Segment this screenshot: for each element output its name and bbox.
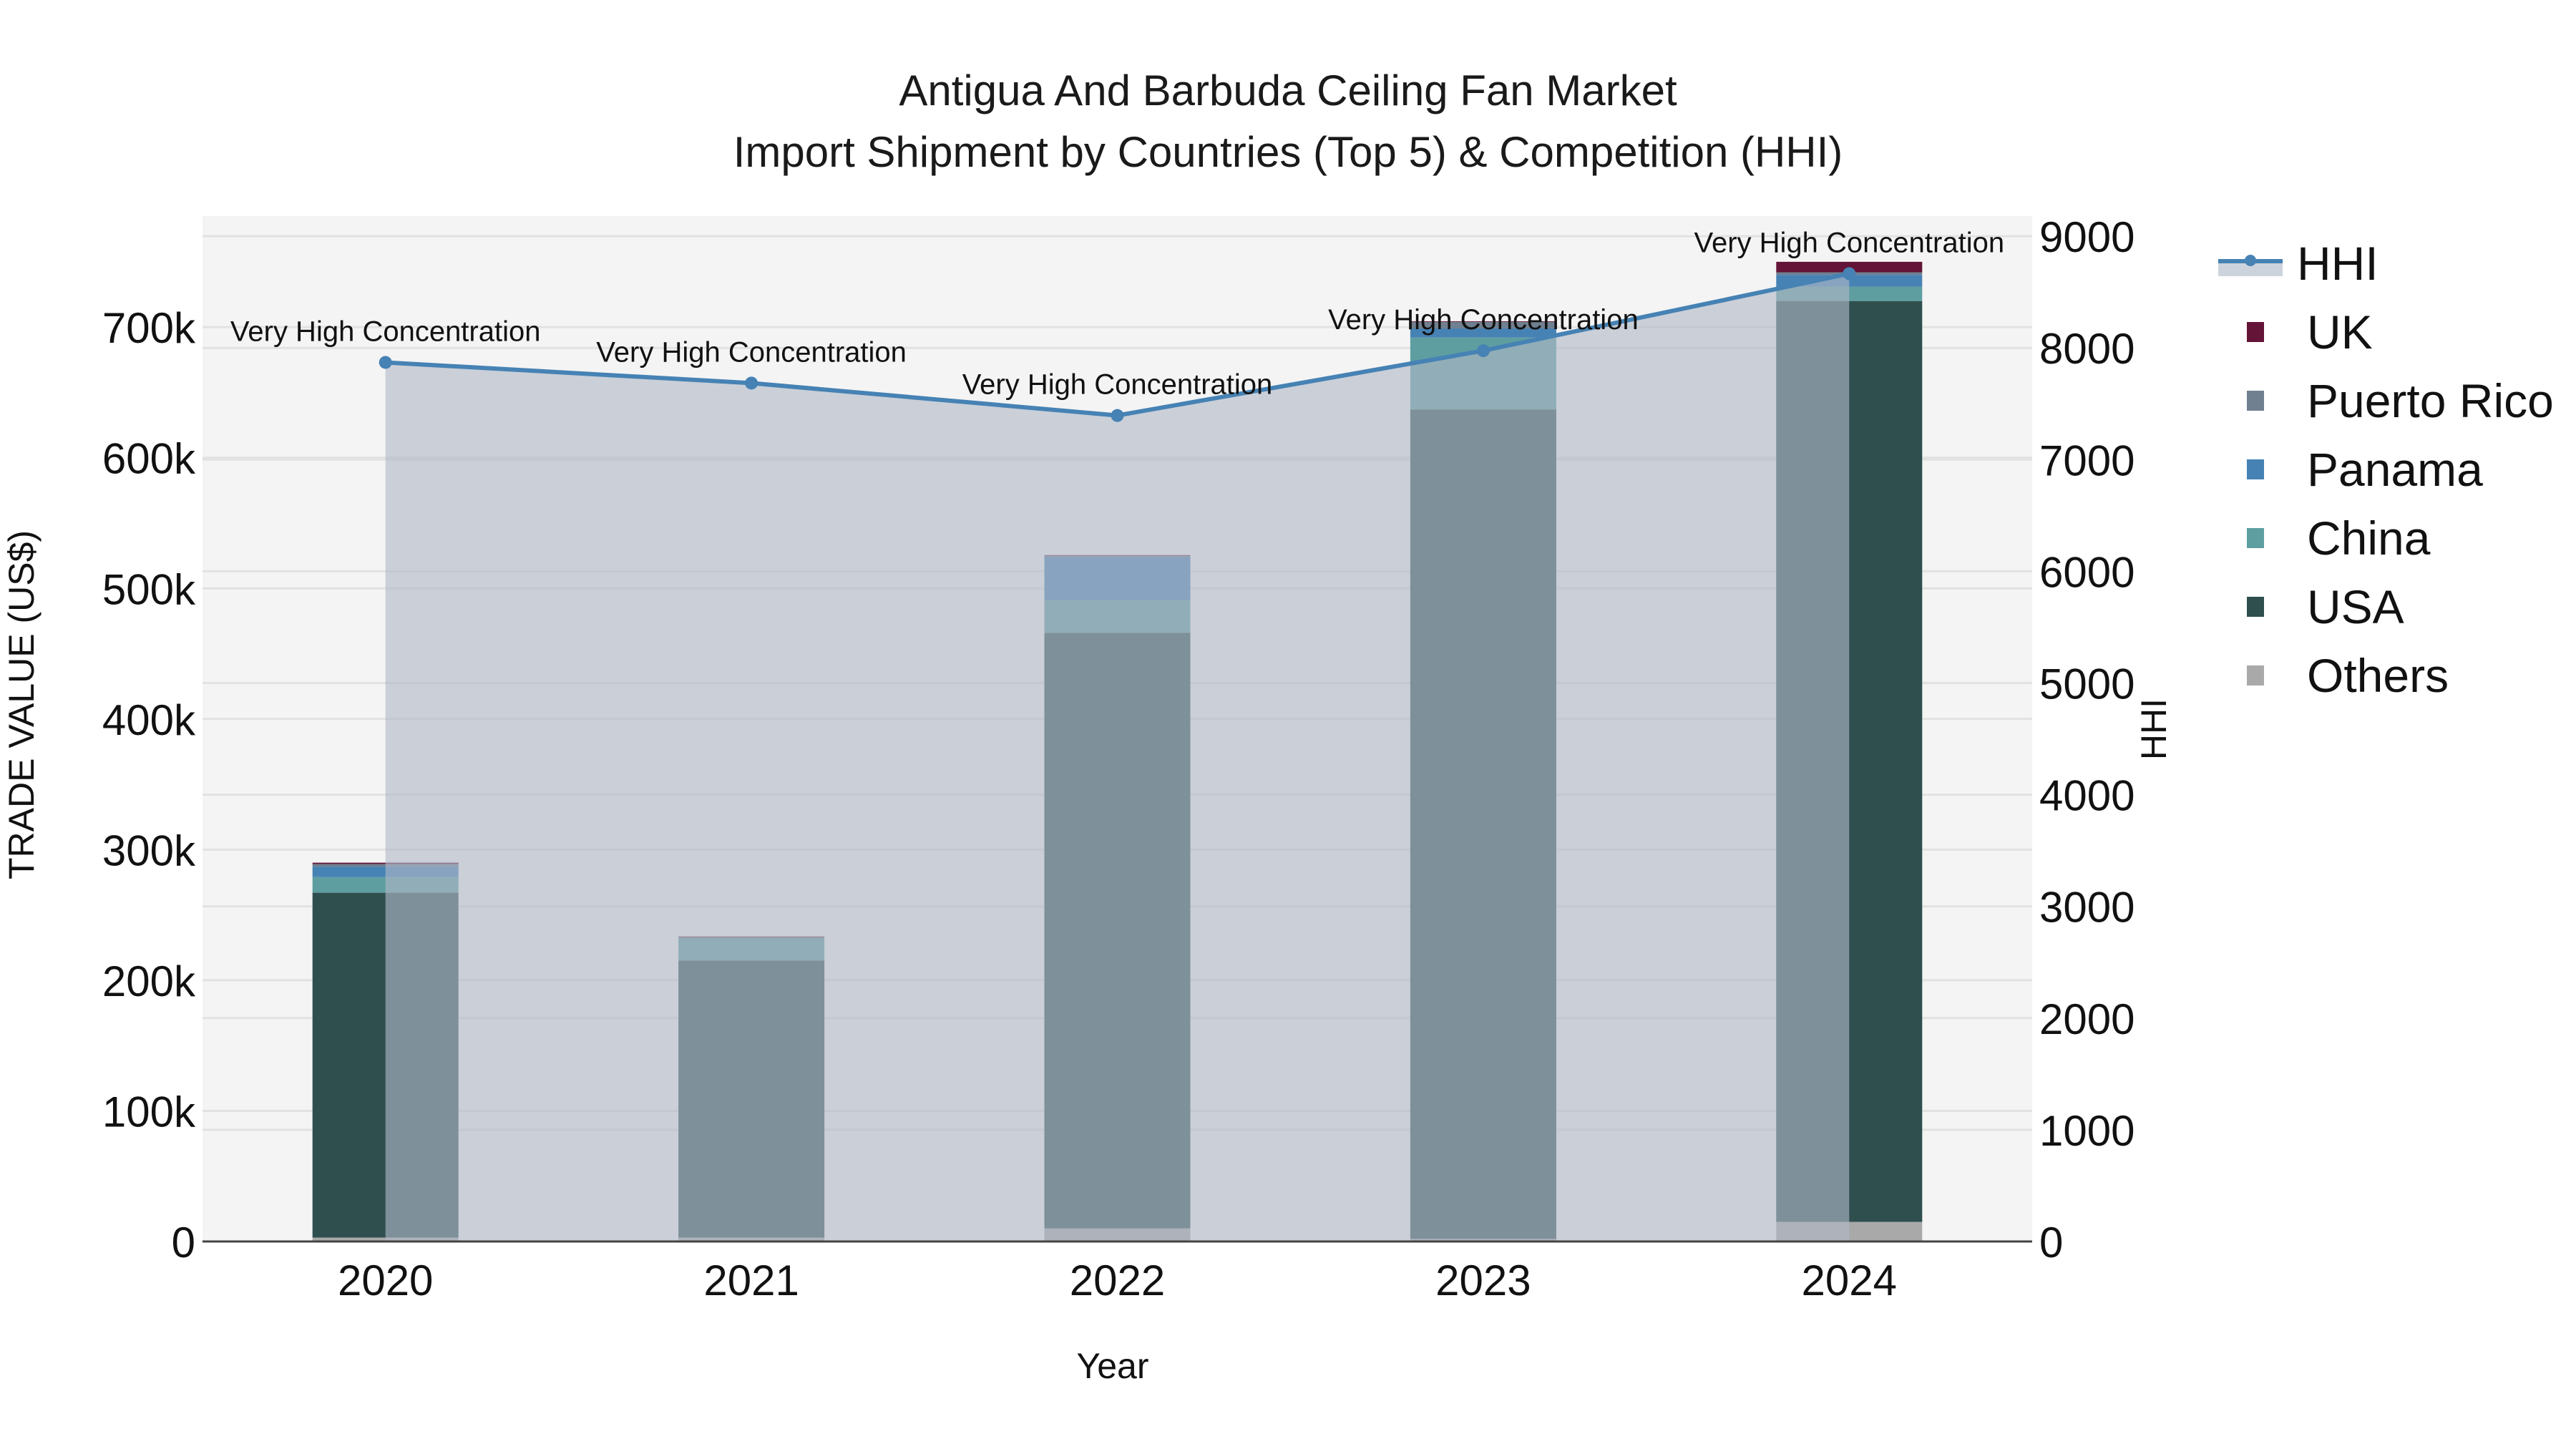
- line-marker-icon: [2218, 249, 2283, 278]
- legend-label: Panama: [2307, 443, 2483, 496]
- legend-item-uk[interactable]: UK: [2218, 298, 2554, 366]
- x-tick-label: 2021: [703, 1257, 799, 1304]
- legend-label: China: [2307, 512, 2431, 565]
- hhi-marker: [1476, 344, 1490, 358]
- legend-label: Puerto Rico: [2307, 374, 2554, 427]
- hhi-annotation: Very High Concentration: [596, 336, 907, 368]
- chart-title-line2: Import Shipment by Countries (Top 5) & C…: [733, 128, 1843, 176]
- x-tick-label: 2020: [338, 1257, 433, 1304]
- y-left-tick-label: 500k: [102, 565, 196, 613]
- y-right-tick-label: 1000: [2039, 1107, 2135, 1155]
- legend-label: Others: [2307, 649, 2449, 702]
- swatch-icon: [2247, 665, 2264, 686]
- y-left-tick-label: 0: [172, 1219, 195, 1267]
- y-right-tick-label: 6000: [2039, 548, 2135, 596]
- y-right-tick-label: 4000: [2039, 772, 2135, 820]
- hhi-annotation: Very High Concentration: [1694, 227, 2005, 258]
- y-left-tick-label: 100k: [102, 1088, 196, 1136]
- y-left-tick-label: 600k: [102, 435, 196, 483]
- y-left-axis-title: TRADE VALUE (US$): [1, 530, 42, 879]
- y-right-tick-label: 2000: [2039, 995, 2135, 1043]
- y-right-axis-title: HHI: [2134, 698, 2174, 761]
- legend-item-china[interactable]: China: [2218, 504, 2554, 572]
- swatch-icon: [2247, 322, 2264, 342]
- y-left-tick-label: 700k: [102, 304, 196, 352]
- swatch-icon: [2247, 597, 2264, 617]
- hhi-annotation: Very High Concentration: [1328, 304, 1639, 336]
- legend-item-usa[interactable]: USA: [2218, 572, 2554, 641]
- x-tick-label: 2024: [1802, 1257, 1897, 1304]
- y-right-tick-label: 8000: [2039, 325, 2135, 373]
- swatch-icon: [2247, 459, 2264, 479]
- y-right-tick-label: 3000: [2039, 884, 2135, 932]
- x-tick-label: 2023: [1435, 1257, 1531, 1304]
- swatch-icon: [2247, 528, 2264, 548]
- x-axis-title: Year: [1076, 1346, 1149, 1386]
- bar-segment-uk: [1776, 261, 1923, 273]
- y-right-tick-label: 7000: [2039, 436, 2135, 484]
- hhi-marker: [1111, 409, 1124, 422]
- y-right-tick-label: 0: [2039, 1219, 2063, 1267]
- legend-label: UK: [2307, 306, 2373, 358]
- legend: HHI UK Puerto Rico Panama China USA Othe…: [2218, 229, 2554, 710]
- x-tick-label: 2022: [1070, 1257, 1165, 1304]
- legend-item-puerto-rico[interactable]: Puerto Rico: [2218, 366, 2554, 435]
- legend-item-panama[interactable]: Panama: [2218, 435, 2554, 504]
- y-left-tick-label: 400k: [102, 696, 196, 744]
- swatch-icon: [2247, 391, 2264, 411]
- hhi-annotation: Very High Concentration: [230, 316, 541, 347]
- y-left-tick-label: 300k: [102, 826, 196, 874]
- bar-segment-puerto-rico: [1410, 321, 1556, 328]
- y-right-tick-label: 5000: [2039, 660, 2135, 708]
- hhi-annotation: Very High Concentration: [962, 369, 1273, 401]
- hhi-marker: [379, 356, 392, 369]
- hhi-marker: [1843, 267, 1856, 280]
- hhi-marker: [745, 376, 758, 390]
- legend-label: HHI: [2297, 237, 2379, 290]
- y-right-tick-label: 9000: [2039, 213, 2135, 261]
- chart-title-line1: Antigua And Barbuda Ceiling Fan Market: [899, 67, 1677, 114]
- legend-item-hhi[interactable]: HHI: [2218, 229, 2554, 298]
- bar-segment-panama: [1410, 328, 1556, 338]
- y-left-tick-label: 200k: [102, 957, 196, 1005]
- legend-item-others[interactable]: Others: [2218, 641, 2554, 710]
- hhi-area: [385, 273, 1850, 1241]
- bar-segment-uk: [1410, 321, 1556, 322]
- legend-label: USA: [2307, 580, 2404, 633]
